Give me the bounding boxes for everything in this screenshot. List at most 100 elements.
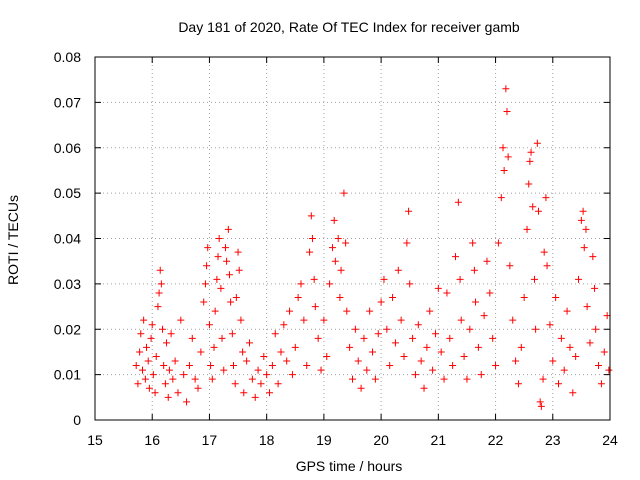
data-point xyxy=(161,380,169,388)
data-point xyxy=(303,362,311,370)
data-point xyxy=(197,348,205,356)
data-point xyxy=(234,248,242,256)
data-point xyxy=(180,371,188,379)
data-point xyxy=(377,298,385,306)
plot-frame xyxy=(94,56,611,421)
x-tick-label: 19 xyxy=(316,432,332,448)
data-point xyxy=(203,262,211,270)
chart-title: Day 181 of 2020, Rate Of TEC Index for r… xyxy=(178,19,520,35)
data-point xyxy=(191,375,199,383)
data-point xyxy=(177,316,185,324)
data-point xyxy=(560,366,568,374)
x-tick-label: 23 xyxy=(545,432,561,448)
data-point xyxy=(185,362,193,370)
x-tick-label: 24 xyxy=(602,432,618,448)
data-point xyxy=(431,330,439,338)
x-tick-label: 17 xyxy=(202,432,218,448)
data-point xyxy=(266,389,274,397)
y-axis-label: ROTI / TECUs xyxy=(5,195,21,285)
data-point xyxy=(463,375,471,383)
data-point xyxy=(213,275,221,283)
data-point xyxy=(537,402,545,410)
data-point xyxy=(589,253,597,261)
data-point xyxy=(357,384,365,392)
data-point xyxy=(569,389,577,397)
data-point xyxy=(480,312,488,320)
data-point xyxy=(167,330,175,338)
data-point xyxy=(297,280,305,288)
data-point xyxy=(307,212,315,220)
data-point xyxy=(145,384,153,392)
data-point xyxy=(552,293,560,301)
data-point xyxy=(157,280,165,288)
data-point xyxy=(205,321,213,329)
data-point xyxy=(494,239,502,247)
data-point xyxy=(579,207,587,215)
data-point xyxy=(414,321,422,329)
data-point xyxy=(171,357,179,365)
data-point xyxy=(343,307,351,315)
data-point xyxy=(492,362,500,370)
data-point xyxy=(280,321,288,329)
data-point xyxy=(546,321,554,329)
data-point xyxy=(566,343,574,351)
x-tick-label: 22 xyxy=(488,432,504,448)
data-point xyxy=(405,207,413,215)
data-point xyxy=(188,334,196,342)
data-point xyxy=(572,352,580,360)
data-point xyxy=(512,357,520,365)
data-point xyxy=(386,362,394,370)
data-point xyxy=(483,257,491,265)
x-tick-label: 15 xyxy=(87,432,103,448)
data-point xyxy=(183,398,191,406)
data-point xyxy=(215,235,223,242)
data-point xyxy=(534,207,542,215)
y-tick-label: 0.01 xyxy=(54,367,81,383)
data-point xyxy=(529,203,537,211)
data-point xyxy=(223,257,231,265)
data-point xyxy=(499,144,507,152)
data-point xyxy=(457,316,465,324)
data-point xyxy=(204,244,212,252)
data-point xyxy=(520,293,528,301)
data-point xyxy=(506,262,514,270)
data-point xyxy=(308,235,316,242)
data-point xyxy=(164,393,172,401)
data-point xyxy=(208,375,216,383)
data-point xyxy=(274,380,282,388)
data-point xyxy=(472,298,480,306)
data-point xyxy=(454,198,462,206)
data-point xyxy=(525,180,533,188)
data-point xyxy=(291,343,299,351)
data-point xyxy=(383,325,391,333)
data-point xyxy=(397,316,405,324)
data-point xyxy=(486,289,494,297)
data-point xyxy=(411,371,419,379)
data-point xyxy=(225,271,233,279)
data-point xyxy=(211,307,219,315)
data-point xyxy=(221,244,229,252)
data-point xyxy=(363,366,371,374)
data-point xyxy=(474,343,482,351)
y-tick-label: 0.02 xyxy=(54,321,81,337)
y-tick-label: 0.07 xyxy=(54,94,81,110)
data-point xyxy=(159,325,167,333)
data-point xyxy=(260,352,268,360)
data-point xyxy=(227,298,235,306)
data-point xyxy=(240,389,248,397)
data-point xyxy=(154,303,162,311)
data-point xyxy=(294,293,302,301)
data-point xyxy=(201,280,209,288)
data-point xyxy=(580,244,588,252)
data-points xyxy=(132,85,613,410)
data-point xyxy=(217,284,225,292)
data-point xyxy=(400,352,408,360)
data-point xyxy=(477,371,485,379)
data-point xyxy=(232,293,240,301)
data-point xyxy=(218,334,226,342)
data-point xyxy=(543,262,551,270)
x-tick-label: 20 xyxy=(373,432,389,448)
data-point xyxy=(330,216,338,224)
data-point xyxy=(143,343,150,351)
data-point xyxy=(314,334,322,342)
